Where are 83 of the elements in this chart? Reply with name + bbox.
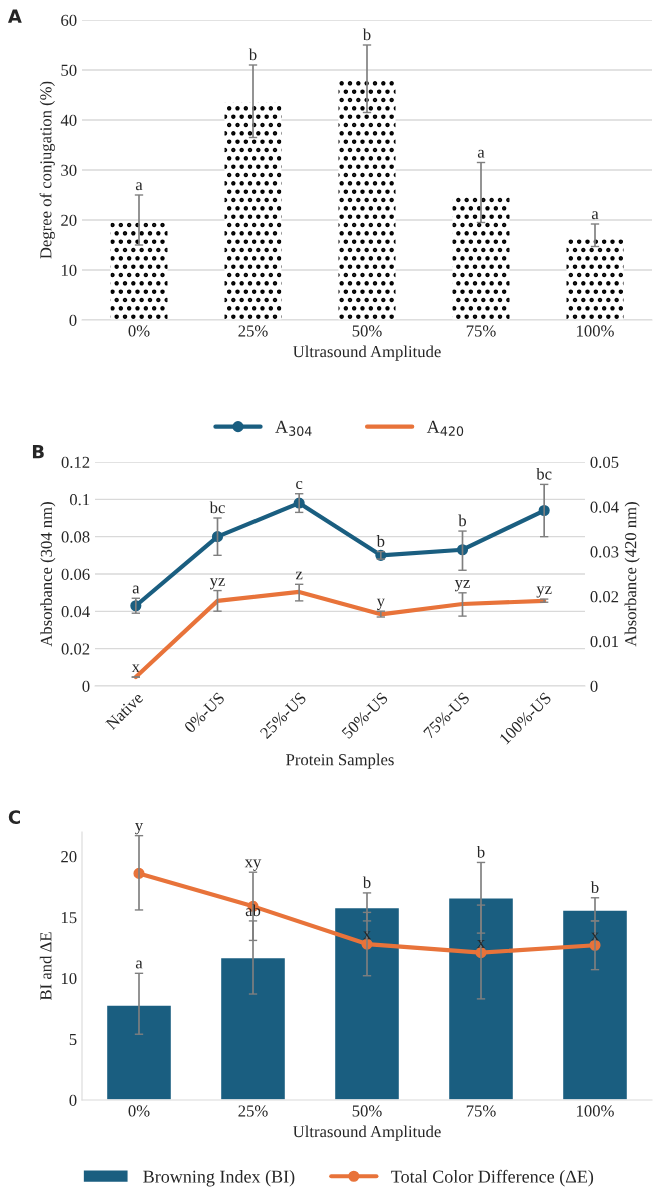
- annotation: a: [135, 182, 143, 191]
- annotation: yz: [209, 578, 225, 590]
- annotation: xy: [244, 859, 262, 871]
- annotation: a: [591, 211, 599, 220]
- y-tick-label: 0.02: [61, 643, 90, 655]
- y2-tick-label: 0.05: [590, 456, 619, 469]
- bar: [224, 102, 282, 320]
- bar: [452, 195, 510, 320]
- y-tick-label: 0: [69, 1094, 77, 1106]
- x-tick-label: 100%: [577, 1105, 614, 1117]
- annotation: z: [295, 571, 303, 580]
- x-tick-label: 75%: [466, 1105, 496, 1117]
- annotation: yz: [454, 580, 470, 592]
- y2-tick-label: 0.01: [590, 635, 619, 648]
- x-axis-title: Protein Samples: [286, 753, 394, 769]
- y-tick-label: 0.08: [61, 531, 90, 543]
- x-tick-label: 0%: [128, 325, 150, 337]
- y-tick-label: 40: [60, 114, 77, 126]
- y2-axis-title: Absorbance (420 nm): [624, 502, 640, 647]
- y2-tick-label: 0.02: [590, 591, 619, 603]
- annotation: bc: [209, 501, 225, 514]
- y-tick-label: 0.12: [61, 456, 90, 469]
- annotation: a: [135, 960, 143, 969]
- bar: [447, 897, 515, 1100]
- annotation: x: [131, 664, 140, 673]
- chart-title: C: [8, 810, 20, 824]
- y2-tick-label: 0.03: [590, 546, 619, 558]
- annotation: b: [376, 535, 385, 547]
- annotation: b: [362, 876, 371, 889]
- y-tick-label: 50: [61, 64, 77, 76]
- bar: [219, 956, 287, 1100]
- x-tick-label: 0%: [128, 1105, 150, 1117]
- annotation: y: [135, 823, 144, 835]
- annotation: b: [476, 845, 485, 858]
- annotation: a: [477, 149, 485, 158]
- y-axis-title: BI and ΔE: [39, 932, 52, 1001]
- y-tick-label: 0.1: [69, 494, 90, 506]
- x-tick-label: 25%: [238, 325, 268, 337]
- y2-tick-label: 0.04: [590, 501, 619, 513]
- annotation: ab: [245, 904, 261, 917]
- annotation: bc: [536, 467, 552, 480]
- bar: [333, 906, 401, 1100]
- y-tick-label: 0.06: [61, 568, 90, 581]
- y-tick-label: 0: [82, 680, 90, 692]
- x-tick-label: 50%: [352, 1105, 382, 1117]
- y-tick-label: 60: [61, 14, 77, 26]
- bar: [110, 222, 168, 320]
- bar: [338, 80, 396, 320]
- bar: [105, 1004, 173, 1100]
- y-tick-label: 0: [69, 314, 77, 326]
- legend-label: Browning Index (BI): [143, 1170, 295, 1187]
- x-axis-title: Ultrasound Amplitude: [293, 1125, 441, 1141]
- annotation: b: [248, 48, 257, 61]
- annotation: y: [376, 598, 385, 610]
- y-tick-label: 0.04: [61, 606, 90, 618]
- bar: [561, 909, 629, 1100]
- bar: [566, 236, 624, 320]
- annotation: yz: [536, 586, 552, 598]
- chart-title: B: [32, 445, 44, 459]
- x-tick-label: 100%: [577, 325, 614, 337]
- legend-label: A$_{420}$: [426, 420, 464, 436]
- x-axis-title: Ultrasound Amplitude: [293, 345, 441, 361]
- y-tick-label: 20: [61, 214, 77, 226]
- y2-tick-label: 0: [590, 680, 598, 692]
- x-tick-label: 75%: [466, 325, 496, 337]
- legend-label: Total Color Difference (ΔE): [391, 1169, 594, 1187]
- annotation: a: [132, 585, 140, 594]
- y-axis-title: Degree of conjugation (%): [39, 81, 55, 259]
- y-tick-label: 20: [61, 851, 77, 863]
- annotation: b: [590, 881, 599, 894]
- legend-label: A$_{304}$: [275, 420, 312, 436]
- x-tick-label: 50%: [352, 325, 382, 337]
- x-tick-label: 25%: [238, 1105, 268, 1117]
- y-tick-label: 5: [69, 1033, 77, 1046]
- annotation: b: [362, 28, 371, 41]
- annotation: c: [296, 480, 303, 489]
- chart-title: A: [7, 9, 22, 23]
- y-tick-label: 30: [61, 164, 77, 176]
- y-tick-label: 10: [61, 972, 77, 985]
- y-tick-label: 15: [61, 912, 77, 924]
- y-axis-title: Absorbance (304 nm): [40, 502, 56, 647]
- y-tick-label: 10: [61, 264, 77, 276]
- annotation: b: [458, 514, 467, 527]
